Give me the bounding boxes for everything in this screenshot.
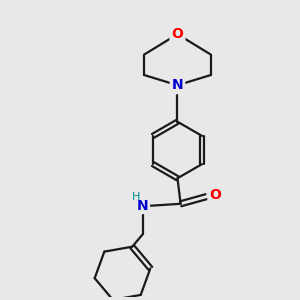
Text: O: O (209, 188, 221, 202)
Text: O: O (172, 27, 183, 41)
Text: N: N (172, 78, 183, 92)
Text: N: N (137, 199, 149, 213)
Text: H: H (132, 192, 140, 202)
